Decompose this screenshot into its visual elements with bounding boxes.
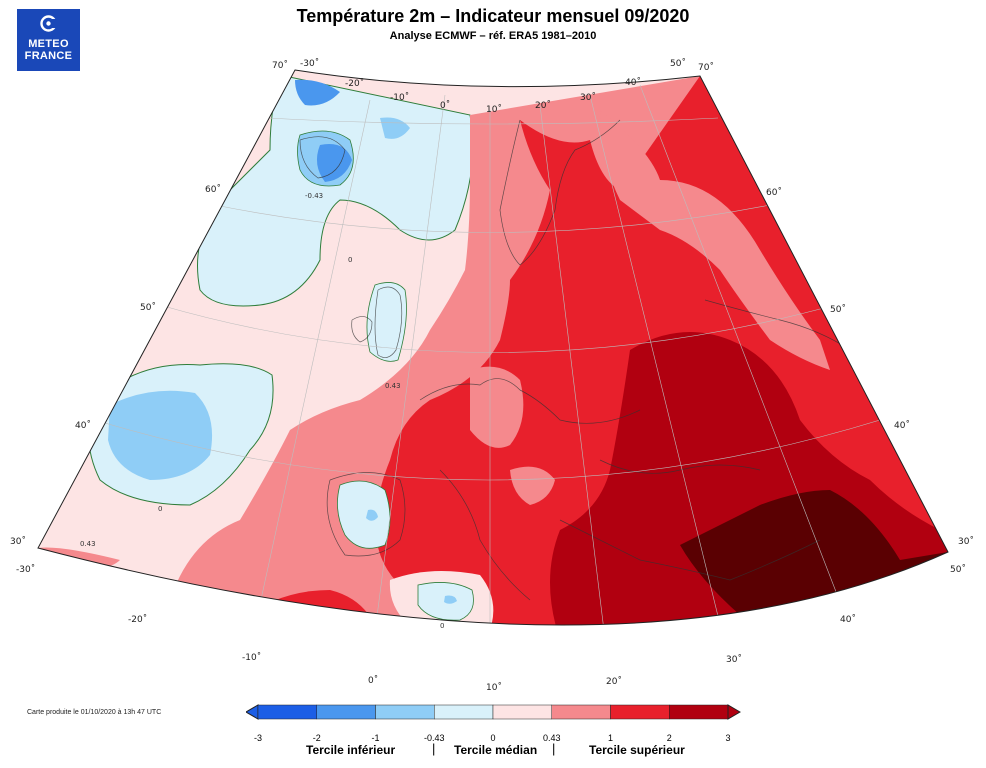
latitude-label: 50˚ [140, 302, 156, 313]
longitude-label: 30˚ [726, 654, 742, 665]
map-title: Température 2m – Indicateur mensuel 09/2… [296, 6, 690, 26]
coastlines [299, 119, 851, 601]
longitude-label: 10˚ [486, 682, 502, 693]
latitude-label: 70˚ [698, 62, 714, 73]
longitude-label: 20˚ [606, 676, 622, 687]
color-scale-tick-label: 0 [490, 733, 496, 743]
graticule [94, 84, 881, 626]
latitude-label: 30˚ [958, 536, 974, 547]
color-scale-cell [257, 704, 317, 720]
longitude-label: 50˚ [950, 564, 966, 575]
latitude-label: 60˚ [205, 184, 221, 195]
longitude-label: -30˚ [16, 564, 35, 575]
temperature-anomaly-map: -0.43 0 0.43 0.43 0 0 -30˚ -20˚ -10˚ 0˚ … [10, 58, 974, 693]
logo-text-line2: FRANCE [24, 50, 73, 62]
longitude-label: 0˚ [368, 675, 378, 686]
latitude-label: 70˚ [272, 60, 288, 71]
longitude-label: 30˚ [580, 92, 596, 103]
longitude-label: -20˚ [345, 78, 364, 89]
contour-label: 0 [440, 622, 444, 630]
longitude-label: 0˚ [440, 100, 450, 111]
meteo-france-logo-icon [40, 15, 57, 32]
color-scale-tick-label: 3 [725, 733, 731, 743]
map-frame [37, 69, 949, 626]
longitude-label: 10˚ [486, 104, 502, 115]
color-scale-tick-label: 2 [666, 733, 672, 743]
tercile-median-label: Tercile médian [454, 743, 538, 757]
color-scale-bar [246, 704, 741, 720]
logo-text-line1: METEO [28, 38, 69, 50]
latitude-label: 30˚ [10, 536, 26, 547]
longitude-label: 40˚ [625, 77, 641, 88]
tercile-separator: | [432, 741, 436, 756]
longitude-label: -30˚ [300, 58, 319, 69]
latitude-label: 40˚ [75, 420, 91, 431]
longitude-label: -20˚ [128, 614, 147, 625]
longitude-label: 20˚ [535, 100, 551, 111]
color-scale-tick-label: -1 [371, 733, 380, 743]
color-scale-tick-label: -3 [253, 733, 262, 743]
meteo-france-logo: METEO FRANCE [17, 9, 80, 71]
contour-label: 0.43 [80, 540, 96, 548]
color-scale-cell [610, 704, 670, 720]
latitude-label: 60˚ [766, 187, 782, 198]
color-scale-cell [669, 704, 729, 720]
color-scale-cell [316, 704, 376, 720]
latitude-label: 50˚ [830, 304, 846, 315]
longitude-label: -10˚ [242, 652, 261, 663]
map-subtitle: Analyse ECMWF – réf. ERA5 1981–2010 [389, 30, 597, 42]
tercile-upper-label: Tercile supérieur [589, 743, 685, 757]
color-scale-tick-label: -2 [312, 733, 321, 743]
contour-label: 0.43 [385, 382, 401, 390]
contour-label: 0 [158, 505, 162, 513]
color-scale-arrow-low [246, 704, 259, 720]
anomaly-field [38, 70, 948, 626]
color-scale-cell [434, 704, 494, 720]
production-credit: Carte produite le 01/10/2020 à 13h 47 UT… [27, 709, 162, 716]
color-scale-arrow-high [727, 704, 741, 720]
color-scale-cell [492, 704, 552, 720]
color-scale-cell [375, 704, 435, 720]
longitude-label: -10˚ [390, 92, 409, 103]
contour-label: -0.43 [305, 192, 323, 200]
tercile-lower-label: Tercile inférieur [306, 743, 396, 757]
color-scale-tick-label: -0.43 [423, 733, 445, 743]
latitude-label: 40˚ [894, 420, 910, 431]
contour-label: 0 [348, 256, 352, 264]
longitude-label: 40˚ [840, 614, 856, 625]
color-scale-cell [551, 704, 611, 720]
tercile-separator: | [552, 741, 556, 756]
color-scale-tick-label: 0.43 [542, 733, 561, 743]
longitude-label: 50˚ [670, 58, 686, 69]
color-scale-tick-label: 1 [607, 733, 613, 743]
